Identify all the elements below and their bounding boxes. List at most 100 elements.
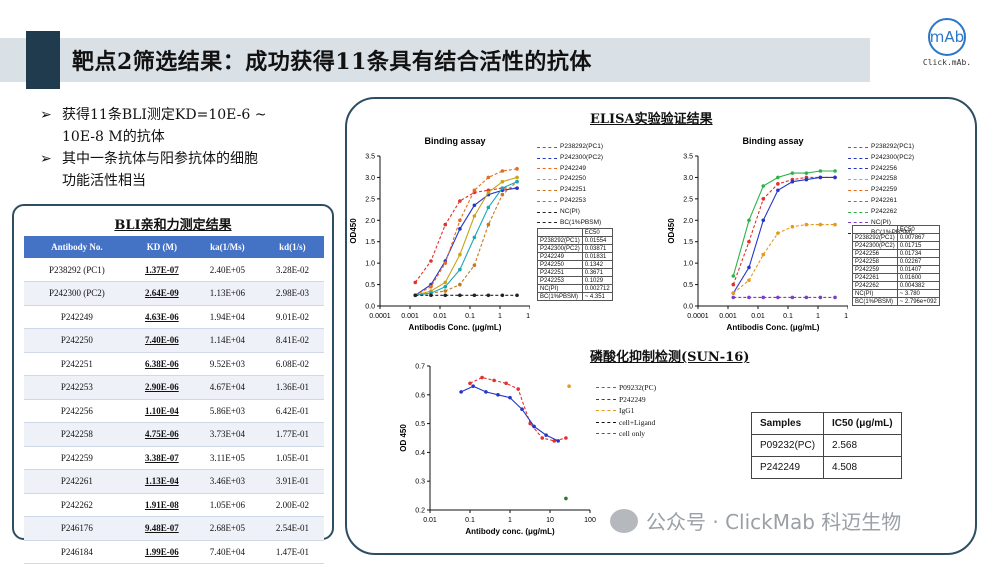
table-cell: 0.03871 [581,244,613,253]
table-row: P242259 0.01407 [852,265,940,274]
data-point [532,424,536,429]
legend-swatch [596,433,616,435]
y-tick-label: 2.0 [683,218,693,225]
y-tick-label: 2.5 [683,196,693,203]
table-row: P242250 0.1342 [537,260,613,269]
table-cell: 0.01554 [581,236,613,245]
data-point [833,169,837,173]
table-row: P242300 (PC2) 2.64E-09 1.13E+06 2.98E-03 [24,281,324,306]
table-cell: 1.10E-04 [129,399,194,423]
table-row: P242253 2.90E-06 4.67E+04 1.36E-01 [24,375,324,400]
data-point [458,282,462,287]
table-cell: ~ 3.780 [896,289,940,298]
legend-label: BC(1%PBSM) [560,218,602,226]
y-tick-label: 0.6 [415,392,425,399]
x-tick-label: 1 [816,313,820,320]
elisa-left-chart: Binding assay 0.0 0.5 1.0 1.5 2.0 2.5 3.0 3.5 0.0… [350,136,530,332]
data-point [833,222,837,227]
clickmab-logo: mAb Click.mAb. [922,18,972,74]
data-point [484,390,488,394]
series-line [469,376,567,442]
legend-item: BC(1%PBSM) [537,218,603,229]
table-cell: P242256 [24,399,130,423]
table-cell: P242262 [852,281,898,290]
legend-swatch [596,410,616,412]
table-cell: 6.38E-06 [129,352,194,376]
data-point [564,496,568,501]
table-row: BC(1%PBSM) ~ 2.796e+092 [852,297,940,306]
data-point [731,291,736,295]
data-point [443,280,448,285]
page-title: 靶点2筛选结果：成功获得11条具有结合活性的抗体 [72,49,592,75]
data-point [486,222,491,227]
legend-item: NC(PI) [848,218,914,229]
y-tick-label: 3.0 [683,175,693,182]
data-point [500,192,505,197]
bullet-text-cont: 10E-8 M的抗体 [62,129,165,145]
table-cell: 2.98E-03 [260,281,324,306]
table-cell [537,228,583,237]
legend-swatch [596,387,616,389]
table-cell: P242258 [24,422,130,447]
table-cell: 3.46E+03 [193,469,261,494]
sun-chart: 0.2 0.3 0.4 0.5 0.6 0.7 0.01 0.1 1 10 100 Antibody … [399,364,596,537]
data-point [459,390,463,394]
table-cell: P09232(PC) [750,434,825,457]
table-cell: 3.38E-07 [129,446,194,470]
legend-item: P242249 [537,164,603,175]
bli-panel: BLI亲和力测定结果 Antibody No. KD (M) ka(1/Ms) … [12,204,334,564]
legend-label: P242251 [560,186,587,194]
wechat-icon [610,508,638,533]
table-cell: P242253 [24,375,130,400]
table-cell: 0.004382 [896,281,940,290]
series-line [732,224,835,294]
legend-label: P238292(PC1) [871,143,914,150]
table-cell: 0.1029 [581,276,613,285]
data-point [747,278,751,283]
table-cell: P242249 [537,252,583,261]
table-cell: P242261 [852,273,898,282]
legend-label: P242250 [560,175,587,183]
legend-swatch [537,222,557,224]
watermark-text: 公众号 · ClickMab 科迈生物 [646,510,902,534]
legend-item: P242300(PC2) [537,153,603,164]
legend-label: P238292(PC1) [560,143,603,150]
data-point [486,190,491,195]
y-tick-label: 0.0 [683,304,693,311]
table-cell: 0.007867 [896,233,940,242]
table-cell: P242262 [24,493,130,517]
col-header: kd(1/s) [260,236,324,258]
bullet-text: 获得11条BLI测定KD=10E-6 ~ [62,107,267,123]
data-point [520,407,524,411]
data-point [472,263,477,268]
table-cell: 9.48E-07 [129,516,194,541]
data-point [500,293,505,298]
table-cell: 1.05E+06 [193,493,261,517]
col-header: KD (M) [129,236,194,258]
y-tick-label: 2.5 [365,196,375,203]
table-cell: 2.64E-09 [129,281,194,306]
table-cell: EC50 [896,225,940,234]
legend-item: P242251 [537,185,603,196]
table-cell: 0.01831 [581,252,613,261]
data-point [458,218,462,223]
legend-label: IgG1 [619,406,635,415]
table-cell: 0.3671 [581,268,613,277]
data-point [804,295,809,300]
legend-item: P242300(PC2) [848,153,914,164]
data-point [443,284,448,289]
x-tick-label: 100 [584,517,596,524]
y-tick-label: 0.0 [365,304,375,311]
watermark: 公众号 · ClickMab 科迈生物 [610,506,901,535]
x-axis-label: Antibody conc. (μg/mL) [465,527,555,536]
table-row: P242261 0.01600 [852,273,940,282]
arrow-icon: ➢ [40,107,52,123]
table-cell: 4.63E-06 [129,305,194,329]
table-row: P242258 0.02267 [852,257,940,266]
ic50-table: Samples IC50 (μg/mL) P09232(PC) 2.568 P242… [750,412,902,479]
col-header: Antibody No. [24,236,130,258]
elisa-left-legend: P238292(PC1) P242300(PC2) P242249 P242250 P2… [537,142,603,228]
y-tick-label: 0.7 [415,364,425,371]
legend-label: P242261 [871,196,898,204]
table-cell: 1.13E-04 [129,469,194,494]
